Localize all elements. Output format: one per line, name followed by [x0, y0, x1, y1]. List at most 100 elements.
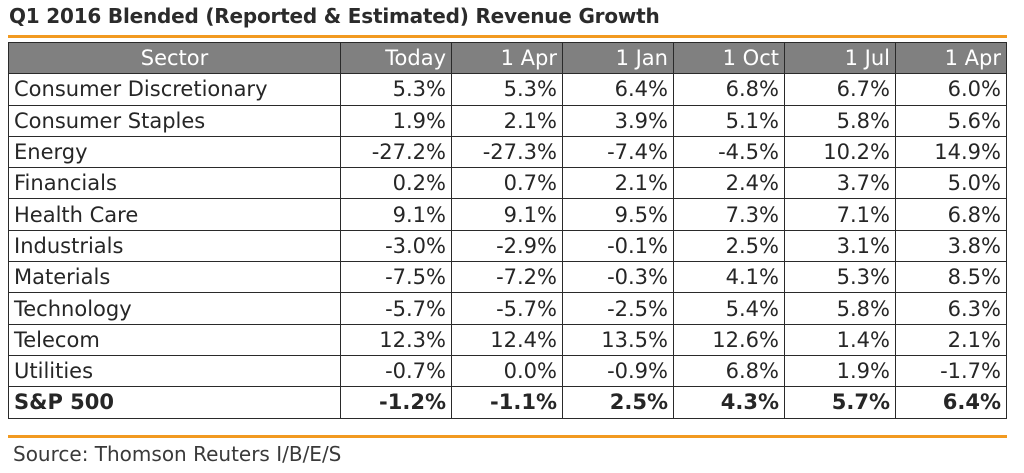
column-header-date: 1 Jul: [784, 41, 896, 75]
sector-name-cell: Energy: [8, 135, 341, 169]
growth-value-cell: 12.3%: [340, 323, 452, 356]
sector-name-cell: Materials: [8, 261, 341, 294]
header-row: Sector Today 1 Apr 1 Jan 1 Oct 1 Jul 1 Apr: [8, 41, 1007, 75]
growth-value-cell: -7.2%: [451, 261, 563, 294]
growth-value-cell: 4.1%: [673, 261, 785, 294]
top-accent-rule: [8, 35, 1007, 38]
growth-value-cell: -0.7%: [340, 354, 452, 388]
growth-value-cell: 5.3%: [340, 73, 452, 106]
growth-value-cell: 6.0%: [895, 73, 1007, 106]
table-row: Technology -5.7% -5.7% -2.5% 5.4% 5.8% 6.3%: [8, 292, 1007, 325]
growth-value-cell: 2.1%: [562, 167, 674, 200]
table-row-total: S&P 500 -1.2% -1.1% 2.5% 4.3% 5.7% 6.4%: [8, 386, 1007, 419]
growth-value-cell: 0.7%: [451, 167, 563, 200]
table-row: Utilities -0.7% 0.0% -0.9% 6.8% 1.9% -1.7%: [8, 354, 1007, 388]
growth-value-cell: 4.3%: [673, 386, 785, 419]
growth-value-cell: 1.4%: [784, 323, 896, 356]
growth-value-cell: 12.4%: [451, 323, 563, 356]
column-header-date: Today: [340, 41, 452, 75]
sector-name-cell: Technology: [8, 292, 341, 325]
growth-value-cell: -2.5%: [562, 292, 674, 325]
growth-value-cell: 6.8%: [895, 198, 1007, 231]
column-header-date: 1 Apr: [451, 41, 563, 75]
growth-value-cell: 2.4%: [673, 167, 785, 200]
growth-value-cell: -4.5%: [673, 135, 785, 169]
sector-name-cell: Consumer Discretionary: [8, 73, 341, 106]
growth-value-cell: 5.3%: [784, 261, 896, 294]
table-row: Materials -7.5% -7.2% -0.3% 4.1% 5.3% 8.5%: [8, 261, 1007, 294]
source-note: Source: Thomson Reuters I/B/E/S: [13, 442, 342, 466]
growth-value-cell: 5.0%: [895, 167, 1007, 200]
growth-value-cell: -7.4%: [562, 135, 674, 169]
sector-name-cell: Utilities: [8, 354, 341, 388]
growth-value-cell: 7.3%: [673, 198, 785, 231]
growth-value-cell: 6.8%: [673, 73, 785, 106]
table-row: Consumer Discretionary 5.3% 5.3% 6.4% 6.8% 6.…: [8, 73, 1007, 106]
growth-value-cell: 9.1%: [451, 198, 563, 231]
sector-name-cell: S&P 500: [8, 386, 341, 419]
column-header-sector: Sector: [8, 41, 341, 75]
growth-value-cell: 0.0%: [451, 354, 563, 388]
sector-name-cell: Industrials: [8, 229, 341, 263]
sector-name-cell: Consumer Staples: [8, 104, 341, 137]
column-header-date: 1 Oct: [673, 41, 785, 75]
sector-name-cell: Telecom: [8, 323, 341, 356]
growth-value-cell: 6.4%: [895, 386, 1007, 419]
growth-value-cell: 5.6%: [895, 104, 1007, 137]
growth-value-cell: 5.7%: [784, 386, 896, 419]
growth-value-cell: -5.7%: [340, 292, 452, 325]
growth-value-cell: 12.6%: [673, 323, 785, 356]
growth-value-cell: -5.7%: [451, 292, 563, 325]
growth-value-cell: 3.8%: [895, 229, 1007, 263]
growth-value-cell: 2.5%: [673, 229, 785, 263]
growth-value-cell: -7.5%: [340, 261, 452, 294]
growth-value-cell: -27.3%: [451, 135, 563, 169]
growth-value-cell: 3.1%: [784, 229, 896, 263]
table-row: Industrials -3.0% -2.9% -0.1% 2.5% 3.1% 3.8%: [8, 229, 1007, 263]
growth-value-cell: -1.1%: [451, 386, 563, 419]
growth-value-cell: 2.1%: [451, 104, 563, 137]
growth-value-cell: 5.8%: [784, 292, 896, 325]
growth-value-cell: 13.5%: [562, 323, 674, 356]
table-body: Consumer Discretionary 5.3% 5.3% 6.4% 6.8% 6.…: [8, 73, 1007, 419]
growth-value-cell: 1.9%: [340, 104, 452, 137]
growth-value-cell: -1.2%: [340, 386, 452, 419]
growth-value-cell: -27.2%: [340, 135, 452, 169]
table-row: Financials 0.2% 0.7% 2.1% 2.4% 3.7% 5.0%: [8, 167, 1007, 200]
growth-value-cell: -0.3%: [562, 261, 674, 294]
table-row: Consumer Staples 1.9% 2.1% 3.9% 5.1% 5.8% 5.6%: [8, 104, 1007, 137]
growth-value-cell: 3.9%: [562, 104, 674, 137]
growth-value-cell: 6.7%: [784, 73, 896, 106]
growth-value-cell: -3.0%: [340, 229, 452, 263]
growth-value-cell: -0.9%: [562, 354, 674, 388]
growth-value-cell: 5.8%: [784, 104, 896, 137]
revenue-growth-table: Sector Today 1 Apr 1 Jan 1 Oct 1 Jul 1 Apr Con…: [8, 41, 1007, 419]
growth-value-cell: 6.3%: [895, 292, 1007, 325]
growth-value-cell: -1.7%: [895, 354, 1007, 388]
growth-value-cell: 6.8%: [673, 354, 785, 388]
table-row: Health Care 9.1% 9.1% 9.5% 7.3% 7.1% 6.8%: [8, 198, 1007, 231]
growth-value-cell: -0.1%: [562, 229, 674, 263]
growth-value-cell: -2.9%: [451, 229, 563, 263]
growth-value-cell: 1.9%: [784, 354, 896, 388]
column-header-date: 1 Apr: [895, 41, 1007, 75]
growth-value-cell: 5.4%: [673, 292, 785, 325]
growth-value-cell: 3.7%: [784, 167, 896, 200]
growth-value-cell: 14.9%: [895, 135, 1007, 169]
table-row: Telecom 12.3% 12.4% 13.5% 12.6% 1.4% 2.1%: [8, 323, 1007, 356]
growth-value-cell: 10.2%: [784, 135, 896, 169]
growth-value-cell: 5.3%: [451, 73, 563, 106]
growth-value-cell: 5.1%: [673, 104, 785, 137]
bottom-accent-rule: [8, 435, 1007, 438]
column-header-date: 1 Jan: [562, 41, 674, 75]
growth-value-cell: 0.2%: [340, 167, 452, 200]
table-row: Energy -27.2% -27.3% -7.4% -4.5% 10.2% 14.9%: [8, 135, 1007, 169]
growth-value-cell: 2.1%: [895, 323, 1007, 356]
table-title: Q1 2016 Blended (Reported & Estimated) R…: [9, 4, 660, 28]
growth-value-cell: 7.1%: [784, 198, 896, 231]
sector-name-cell: Health Care: [8, 198, 341, 231]
sector-name-cell: Financials: [8, 167, 341, 200]
growth-value-cell: 9.1%: [340, 198, 452, 231]
growth-value-cell: 9.5%: [562, 198, 674, 231]
growth-value-cell: 6.4%: [562, 73, 674, 106]
